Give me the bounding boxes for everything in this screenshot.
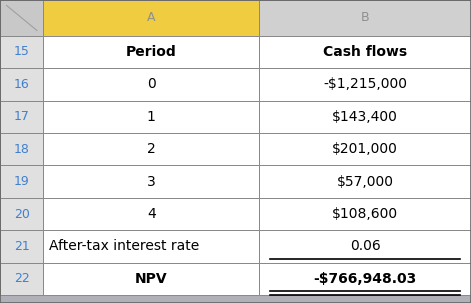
Bar: [43, 198, 259, 230]
Bar: [0, 230, 43, 263]
Text: -$766,948.03: -$766,948.03: [313, 272, 417, 286]
Bar: [0, 133, 43, 165]
Bar: [0, 165, 43, 198]
Text: 4: 4: [147, 207, 155, 221]
Bar: [259, 36, 471, 68]
Text: $201,000: $201,000: [332, 142, 398, 156]
Text: 22: 22: [14, 272, 30, 285]
Text: 3: 3: [147, 175, 155, 189]
Text: $108,600: $108,600: [332, 207, 398, 221]
Text: -$1,215,000: -$1,215,000: [323, 77, 407, 92]
Bar: [0, 198, 43, 230]
Bar: [259, 198, 471, 230]
Bar: [0, 263, 43, 295]
Text: 2: 2: [147, 142, 155, 156]
Bar: [43, 0, 259, 36]
Bar: [43, 230, 259, 263]
Text: 1: 1: [147, 110, 155, 124]
Text: 18: 18: [14, 143, 30, 156]
Text: Cash flows: Cash flows: [323, 45, 407, 59]
Bar: [43, 68, 259, 101]
Text: 0.06: 0.06: [349, 239, 381, 254]
Bar: [43, 133, 259, 165]
Text: 17: 17: [14, 110, 30, 123]
Text: 19: 19: [14, 175, 30, 188]
Bar: [259, 165, 471, 198]
Text: 21: 21: [14, 240, 30, 253]
Bar: [43, 165, 259, 198]
Bar: [43, 101, 259, 133]
Text: 0: 0: [147, 77, 155, 92]
Bar: [259, 133, 471, 165]
Bar: [0, 101, 43, 133]
Text: 16: 16: [14, 78, 30, 91]
Text: 15: 15: [14, 45, 30, 58]
Text: NPV: NPV: [135, 272, 168, 286]
Text: A: A: [147, 12, 155, 24]
Bar: [0, 68, 43, 101]
Bar: [43, 263, 259, 295]
Text: $143,400: $143,400: [332, 110, 398, 124]
Bar: [43, 36, 259, 68]
Text: B: B: [361, 12, 369, 24]
Bar: [259, 68, 471, 101]
Text: After-tax interest rate: After-tax interest rate: [49, 239, 199, 254]
Bar: [0, 36, 43, 68]
Bar: [259, 230, 471, 263]
Bar: [259, 0, 471, 36]
Text: Period: Period: [126, 45, 177, 59]
Text: $57,000: $57,000: [336, 175, 394, 189]
Bar: [259, 263, 471, 295]
Text: 20: 20: [14, 208, 30, 221]
Bar: [0, 0, 43, 36]
Bar: [259, 101, 471, 133]
